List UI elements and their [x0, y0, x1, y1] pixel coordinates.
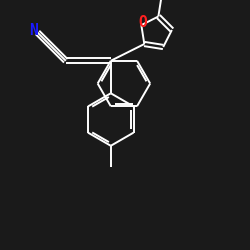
Text: O: O	[138, 15, 147, 30]
Text: N: N	[30, 22, 38, 38]
